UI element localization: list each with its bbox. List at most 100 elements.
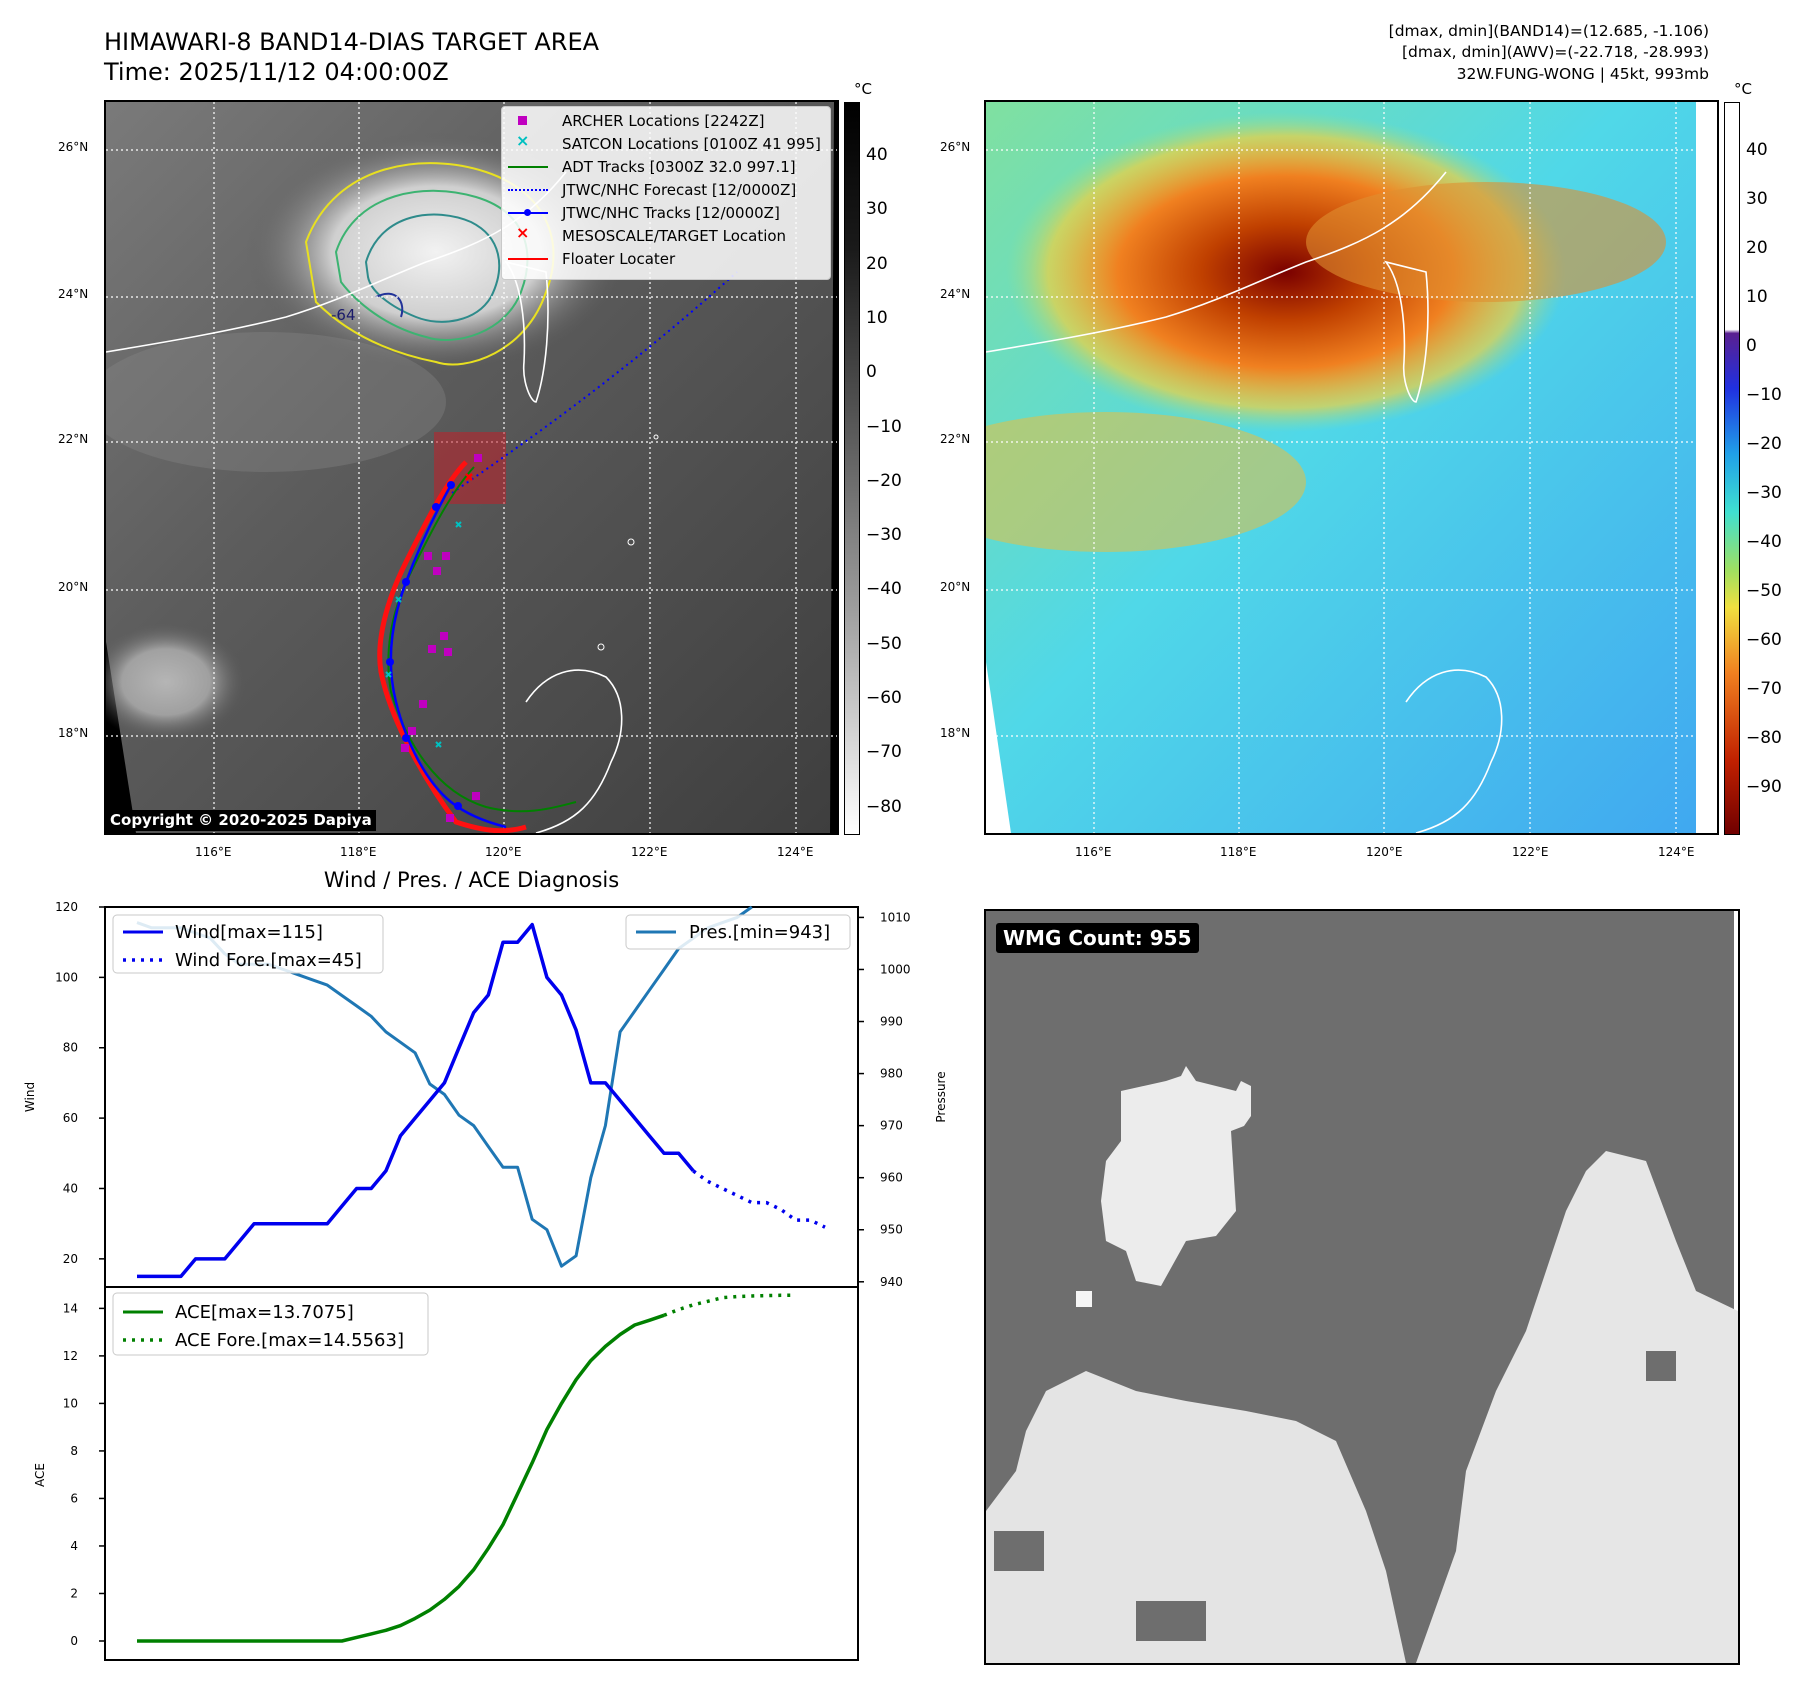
copyright-label: Copyright © 2020-2025 Dapiya xyxy=(106,810,376,831)
ace-y-tick-label: 6 xyxy=(70,1491,78,1505)
contour-yellow xyxy=(304,162,555,366)
ir-lon-122: 122°E xyxy=(631,845,668,859)
ir-colorbar-unit: °C xyxy=(854,80,872,98)
jtwc-forecast-track xyxy=(451,271,738,494)
wind-y-tick-label: 40 xyxy=(63,1181,78,1195)
ir-lat-18: 18°N xyxy=(58,726,89,740)
ir-colorbar-tick: −80 xyxy=(866,796,902,817)
ace-fore-legend-label: ACE Fore.[max=14.5563] xyxy=(175,1330,404,1351)
awv-colorbar-tick: 20 xyxy=(1746,238,1768,258)
pressure-axis-label: Pressure xyxy=(934,1071,948,1122)
wind-line xyxy=(137,922,695,1279)
floater-locater-track xyxy=(377,460,527,833)
pressure-y-tick-label: 960 xyxy=(880,1171,903,1185)
x-marker-icon: × xyxy=(516,131,530,150)
archer-location-points xyxy=(401,454,482,822)
legend-archer: ARCHER Locations [2242Z] xyxy=(502,110,830,132)
legend-mesoscale: × MESOSCALE/TARGET Location xyxy=(516,223,787,245)
ir-colorbar-tick: −40 xyxy=(866,579,902,600)
awv-lon-124: 124°E xyxy=(1658,845,1695,859)
wmg-count-label: WMG Count: 955 xyxy=(996,923,1199,953)
awv-colorbar-tick: −80 xyxy=(1746,728,1782,748)
awv-lon-122: 122°E xyxy=(1512,845,1549,859)
jtwc-track-points xyxy=(386,481,462,810)
awv-lat-20: 20°N xyxy=(940,580,971,594)
ir-lon-124: 124°E xyxy=(777,845,814,859)
info-line-1: [dmax, dmin](BAND14)=(12.685, -1.106) xyxy=(1388,22,1709,40)
ir-colorbar-tick: 40 xyxy=(866,145,888,165)
awv-colorbar-tick: −30 xyxy=(1746,483,1782,503)
wind-y-tick-label: 100 xyxy=(55,970,78,984)
wind-y-tick-label: 60 xyxy=(63,1111,78,1125)
wind-legend-label: Wind[max=115] xyxy=(175,922,323,943)
figure-title-line2: Time: 2025/11/12 04:00:00Z xyxy=(104,58,449,86)
ir-colorbar-tick: −70 xyxy=(866,742,902,763)
awv-lon-118: 118°E xyxy=(1220,845,1257,859)
line-swatch-icon xyxy=(508,258,548,260)
ir-lat-20: 20°N xyxy=(58,580,89,594)
ace-y-tick-label: 0 xyxy=(70,1634,78,1648)
awv-map-panel xyxy=(984,100,1719,835)
legend-jtwc-forecast: JTWC/NHC Forecast [12/0000Z] xyxy=(502,179,830,201)
x-marker-icon: × xyxy=(516,223,530,242)
awv-colorbar-tick: 0 xyxy=(1746,336,1757,356)
wind-legend: Wind[max=115] Wind Fore.[max=45] xyxy=(112,914,384,974)
ir-lon-118: 118°E xyxy=(340,845,377,859)
ace-y-tick-label: 4 xyxy=(70,1539,78,1553)
ir-colorbar-tick: 10 xyxy=(866,307,888,328)
ir-colorbar-tick: −30 xyxy=(866,525,902,546)
adt-track xyxy=(387,466,577,813)
cloud-patch xyxy=(1101,1066,1251,1286)
info-line-3: 32W.FUNG-WONG | 45kt, 993mb xyxy=(1456,65,1709,83)
info-line-2: [dmax, dmin](AWV)=(-22.718, -28.993) xyxy=(1402,43,1709,61)
awv-lat-22: 22°N xyxy=(940,432,971,446)
square-marker-icon xyxy=(518,116,527,125)
target-location-marker xyxy=(465,473,473,481)
contour-teal xyxy=(364,213,501,323)
ace-y-tick-label: 10 xyxy=(63,1396,78,1410)
coastline-luzon xyxy=(525,669,623,833)
awv-colorbar xyxy=(1724,102,1740,835)
ir-colorbar-tick: −10 xyxy=(866,416,902,437)
ir-lon-116: 116°E xyxy=(195,845,232,859)
ace-y-tick-label: 14 xyxy=(63,1301,78,1315)
ir-colorbar-tick: −50 xyxy=(866,633,902,654)
ir-lat-24: 24°N xyxy=(58,287,89,301)
ace-y-tick-label: 12 xyxy=(63,1349,78,1363)
ir-legend: ARCHER Locations [2242Z] × SATCON Locati… xyxy=(501,106,831,280)
wind-y-tick-label: 120 xyxy=(55,900,78,914)
pressure-legend: Pres.[min=943] xyxy=(625,914,851,950)
satcon-location-points xyxy=(385,521,462,748)
awv-colorbar-tick: −70 xyxy=(1746,679,1782,699)
pressure-y-tick-label: 1010 xyxy=(880,910,911,924)
ace-y-tick-label: 2 xyxy=(70,1586,78,1600)
ir-colorbar-tick: 0 xyxy=(866,362,877,383)
legend-satcon: × SATCON Locations [0100Z 41 995] xyxy=(516,131,821,153)
ace-legend: ACE[max=13.7075] ACE Fore.[max=14.5563] xyxy=(112,1292,429,1356)
awv-lon-120: 120°E xyxy=(1366,845,1403,859)
cloud-patch xyxy=(986,1371,1406,1663)
figure-title-line1: HIMAWARI-8 BAND14-DIAS TARGET AREA xyxy=(104,28,600,56)
pressure-y-tick-label: 950 xyxy=(880,1223,903,1237)
awv-colorbar-unit: °C xyxy=(1734,80,1752,98)
line-swatch-icon xyxy=(508,166,548,168)
pressure-y-tick-label: 980 xyxy=(880,1067,903,1081)
wind-fore-legend-label: Wind Fore.[max=45] xyxy=(175,950,362,971)
pressure-y-tick-label: 990 xyxy=(880,1015,903,1029)
contour-green xyxy=(334,189,529,341)
awv-lat-26: 26°N xyxy=(940,140,971,154)
legend-jtwc-tracks: JTWC/NHC Tracks [12/0000Z] xyxy=(502,202,830,224)
cloud-patch xyxy=(1416,1151,1738,1663)
ace-axis-label: ACE xyxy=(33,1463,47,1487)
awv-map-graphic xyxy=(986,102,1717,833)
wind-y-tick-label: 80 xyxy=(63,1041,78,1055)
awv-gridlines xyxy=(986,102,1717,833)
wind-forecast-line xyxy=(692,1169,826,1229)
wmg-panel: WMG Count: 955 xyxy=(984,909,1740,1665)
ir-lat-26: 26°N xyxy=(58,140,89,154)
awv-lon-116: 116°E xyxy=(1075,845,1112,859)
awv-colorbar-tick: 10 xyxy=(1746,287,1768,307)
diagnosis-chart-title: Wind / Pres. / ACE Diagnosis xyxy=(323,868,620,892)
awv-colorbar-tick: −50 xyxy=(1746,581,1782,601)
legend-floater: Floater Locater xyxy=(502,248,830,270)
